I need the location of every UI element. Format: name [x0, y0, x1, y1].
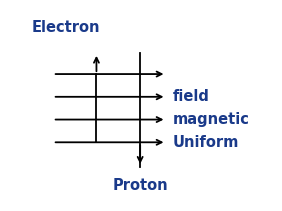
Text: field: field	[173, 89, 210, 104]
Text: Proton: Proton	[112, 178, 168, 193]
Text: magnetic: magnetic	[173, 112, 250, 127]
Text: Electron: Electron	[32, 20, 100, 35]
Text: Uniform: Uniform	[173, 135, 239, 150]
